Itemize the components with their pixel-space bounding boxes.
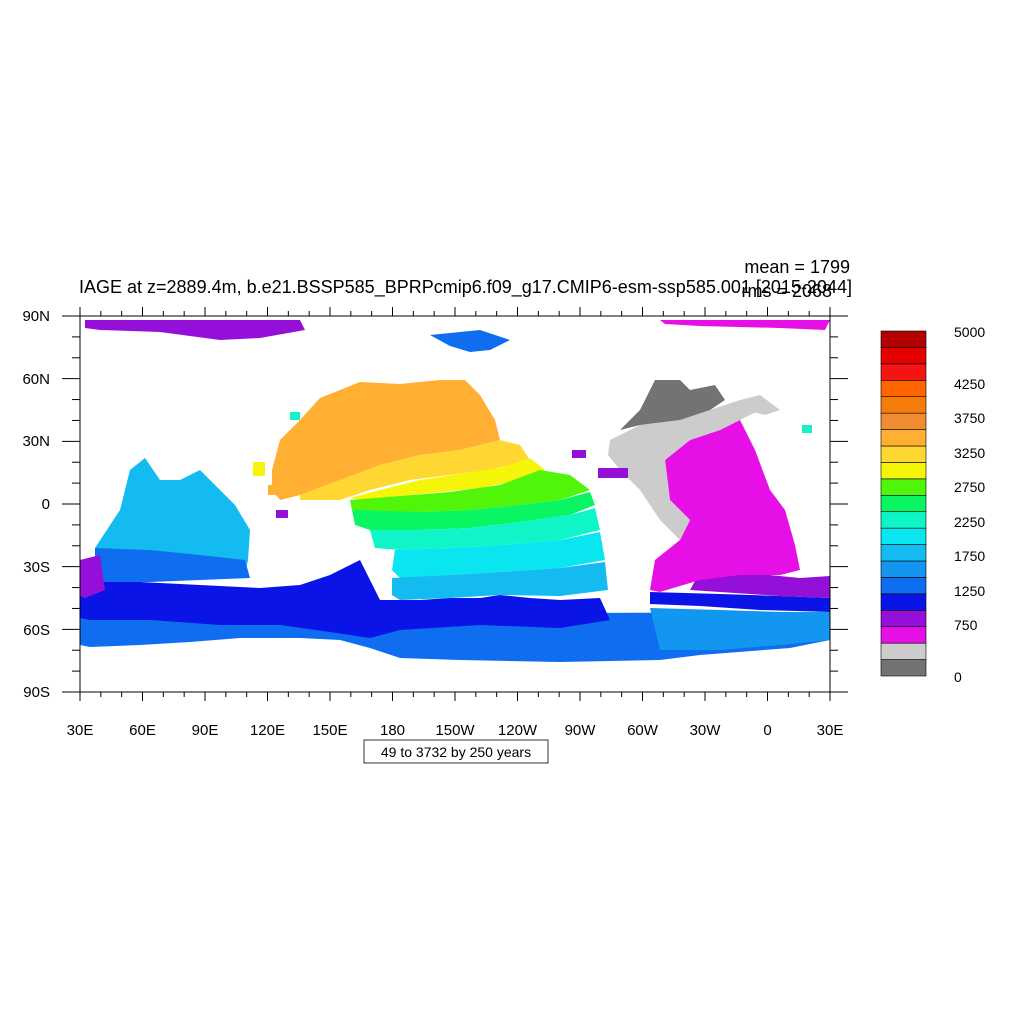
atlantic-region [650, 420, 800, 592]
banda-sea-purple [276, 510, 288, 518]
y-tick-label: 0 [42, 496, 50, 513]
north-atlantic-grey [608, 400, 760, 540]
colorbar-swatch [880, 659, 927, 677]
y-tick-label: 30S [23, 559, 50, 576]
colorbar-swatch [880, 445, 927, 463]
y-tick-label: 30N [22, 433, 50, 450]
x-tick-label: 30E [817, 722, 844, 739]
colorbar-swatch [880, 347, 927, 365]
caribbean-purple [572, 450, 586, 458]
y-tick-label: 90N [22, 308, 50, 325]
colorbar-swatch [880, 462, 927, 480]
arctic-region [85, 320, 305, 340]
weddell-deep-band [650, 592, 830, 612]
arctic-east-region [660, 320, 830, 330]
colorbar-swatch [880, 577, 927, 595]
contour-info-box [363, 739, 549, 764]
x-tick-label: 150W [435, 722, 475, 739]
southern-ocean-deep-band [80, 560, 610, 638]
colorbar-swatch [880, 544, 927, 562]
contour-info-text: 49 to 3732 by 250 years [381, 744, 531, 760]
colorbar-label: 1750 [954, 548, 985, 564]
south-pacific-aqua-band [392, 532, 605, 578]
colorbar-swatch [880, 429, 927, 447]
x-tick-label: 120E [250, 722, 285, 739]
colorbar-label: 750 [954, 617, 978, 633]
colorbar-label: 2250 [954, 514, 985, 530]
colorbar-swatch [880, 626, 927, 644]
colorbar-label: 3750 [954, 410, 985, 426]
nordic-grey [740, 395, 780, 415]
arctic-blue-region [430, 330, 510, 352]
south-china-sea-yellow [253, 462, 265, 476]
colorbar-swatch [880, 478, 927, 496]
colorbar-swatch [880, 412, 927, 430]
colorbar-label: 4250 [954, 376, 985, 392]
colorbar [880, 330, 927, 677]
equatorial-green-band [350, 470, 590, 512]
north-pacific-yellow-band [300, 440, 530, 500]
y-tick-label: 60N [22, 371, 50, 388]
southern-ocean-east-band [650, 608, 830, 650]
colorbar-label: 3250 [954, 445, 985, 461]
y-axis-labels: 90N 60N 30N 0 30S 60S 90S [22, 308, 50, 701]
y-tick-label: 60S [23, 622, 50, 639]
equatorial-yellow-band [350, 458, 545, 500]
colorbar-label: 1250 [954, 583, 985, 599]
philippine-sea-orange [268, 485, 278, 495]
x-tick-label: 180 [380, 722, 405, 739]
rms-stat: rms = 2068 [741, 281, 832, 301]
mozambique-purple [80, 555, 105, 598]
x-tick-label: 30E [67, 722, 94, 739]
axis-ticks [62, 307, 848, 701]
colorbar-swatch [880, 527, 927, 545]
x-tick-label: 60W [627, 722, 659, 739]
north-atlantic-cyan-patch [802, 425, 812, 433]
mean-stat: mean = 1799 [744, 257, 850, 277]
colorbar-swatch [880, 593, 927, 611]
east-china-sea-cyan [290, 412, 300, 420]
gulf-of-mexico-purple [598, 468, 628, 478]
colorbar-swatch [880, 396, 927, 414]
indian-ocean-region [95, 458, 250, 578]
x-tick-label: 150E [312, 722, 347, 739]
colorbar-swatch [880, 560, 927, 578]
south-pacific-light-blue-band [392, 562, 608, 600]
colorbar-label: 2750 [954, 479, 985, 495]
colorbar-label: 5000 [954, 324, 985, 340]
x-tick-label: 90E [192, 722, 219, 739]
south-pacific-cyan-band [370, 508, 600, 550]
map-field [80, 316, 830, 692]
north-pacific-region [272, 380, 500, 500]
y-tick-label: 90S [23, 684, 50, 701]
x-tick-label: 60E [129, 722, 156, 739]
colorbar-swatch [880, 609, 927, 628]
colorbar-swatch [880, 642, 927, 660]
chart-title: IAGE at z=2889.4m, b.e21.BSSP585_BPRPcmi… [79, 277, 852, 298]
x-tick-label: 30W [690, 722, 722, 739]
colorbar-swatch [880, 494, 927, 513]
x-tick-label: 90W [565, 722, 597, 739]
indian-ocean-south-band [95, 548, 250, 582]
colorbar-swatch [880, 330, 927, 348]
colorbar-labels: 5000 4250 3750 3250 2750 2250 1750 1250 … [954, 324, 985, 685]
colorbar-swatch [880, 511, 927, 529]
x-axis-labels: 30E 60E 90E 120E 150E 180 150W 120W 90W … [67, 722, 844, 739]
x-tick-label: 120W [498, 722, 538, 739]
colorbar-label: 0 [954, 669, 962, 685]
weddell-purple-band [690, 572, 830, 598]
equatorial-bright-green-band [352, 492, 595, 530]
x-tick-label: 0 [763, 722, 771, 739]
labrador-dark-grey [620, 380, 725, 430]
colorbar-swatch [880, 379, 927, 398]
colorbar-swatch [880, 363, 927, 381]
